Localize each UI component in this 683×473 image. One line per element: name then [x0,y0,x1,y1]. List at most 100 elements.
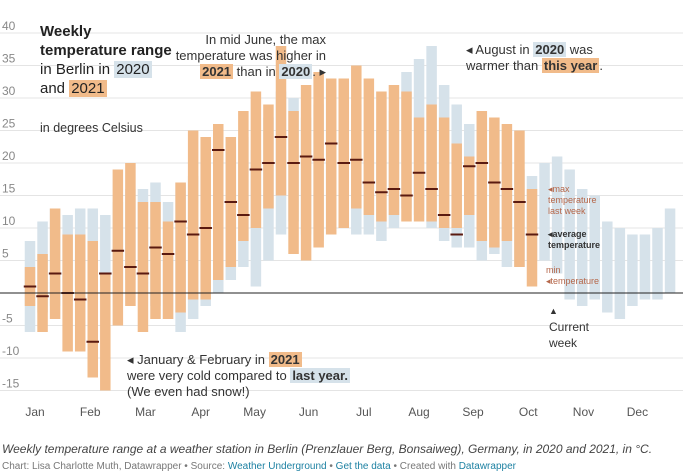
title-in-berlin: in Berlin [40,61,95,78]
y-tick-labels: 40 35 30 25 20 15 10 5 -5 -10 -15 [2,19,20,391]
annotation-august: ◂ August in 2020 was warmer than this ye… [466,42,626,74]
legend-avg-line1: ◂average [548,229,587,239]
legend-min-line1: min [546,265,561,275]
annotation-august-2020: 2020 [533,42,567,57]
source-link[interactable]: Weather Underground [227,461,327,472]
bar-2020 [564,169,575,300]
bar-2021 [87,241,98,378]
month-label: Apr [191,405,210,419]
month-label: Dec [627,405,648,419]
month-label: Mar [135,405,156,419]
y-tick-label: -5 [2,312,13,326]
annotation-june-line1: In mid June, the max [205,32,326,47]
bar-2021 [338,78,349,228]
bar-2021 [200,137,211,300]
current-week-arrow-icon: ▲ [549,306,558,316]
annotation-janfeb: ◂ January & February in 2021 were very c… [127,352,367,400]
y-tick-label: -10 [2,344,20,358]
bar-2021 [288,111,299,254]
y-tick-label: 30 [2,84,16,98]
bar-2020 [539,163,550,261]
bar-2021 [476,111,488,241]
footer-sep: • [329,461,333,472]
annotation-janfeb-line2: were very cold compared to [127,368,287,383]
bar-2021 [213,124,224,280]
footer-created: • Created with [393,461,456,472]
bar-2021 [438,117,450,228]
current-week-line2: week [549,336,578,350]
bar-2021 [112,169,124,326]
y-tick-label: -15 [2,377,20,391]
legend-max-line2: temperature [548,195,597,205]
bar-2021 [175,182,186,313]
annotation-august-warmer: warmer than [466,58,539,73]
month-label: May [243,405,266,419]
title-year-2021: 2021 [69,80,107,97]
bar-2021 [49,208,61,319]
bar-2020 [576,189,588,306]
legend-min-line2: ◂temperature [546,276,600,286]
chart-title: Weekly temperature range in Berlin in 20… [40,22,180,98]
month-label: Nov [573,405,594,419]
month-label: Feb [80,405,101,419]
bar-2021 [526,189,538,287]
bar-2020 [602,221,613,313]
month-label: Sep [462,405,484,419]
bar-2021 [426,104,437,222]
bar-2020 [652,228,663,300]
bar-2021 [501,124,513,241]
bar-2021 [162,221,174,319]
bar-2021 [187,130,199,300]
bar-2021 [363,78,375,215]
y-tick-label: 15 [2,182,16,196]
y-tick-label: 10 [2,214,16,228]
chart-caption: Weekly temperature range at a weather st… [2,442,653,456]
current-week-line1: Current [549,320,590,334]
annotation-janfeb-2021: 2021 [268,352,302,367]
month-label: Jun [299,405,318,419]
get-data-link[interactable]: Get the data [335,461,391,472]
bar-2021 [250,91,262,228]
annotation-june-arrow: . ▸ [312,64,326,79]
title-in: in [98,61,111,78]
annotation-june-2021: 2021 [200,64,234,79]
legend-avg-line2: temperature [548,240,601,250]
bar-2021 [238,111,249,241]
month-label: Aug [408,405,429,419]
annotation-august-dot: . [599,58,603,73]
title-bold: Weekly temperature range [40,23,172,59]
annotation-june-2020: 2020 [279,64,313,79]
bar-2021 [451,143,462,228]
annotation-janfeb-last-year: last year. [290,368,350,383]
legend-average: ◂average temperature [548,229,600,251]
annotation-june-line2: temperature was higher in [175,48,326,63]
bar-2021 [300,85,312,261]
bar-2021 [401,91,412,222]
legend-max-line3: last week [548,206,586,216]
bar-2021 [137,202,149,332]
bar-2021 [125,163,136,306]
datawrapper-link[interactable]: Datawrapper [458,461,516,472]
y-tick-label: 20 [2,149,16,163]
annotation-august-was: was [569,42,593,57]
bar-2021 [464,156,475,215]
bar-2020 [614,228,626,319]
annotation-august-this-year: this year [541,58,600,73]
annotation-janfeb-line3: (We even had snow!) [127,384,250,399]
average-markers-2021 [23,136,539,343]
month-label: Jul [356,405,371,419]
bar-2021 [325,78,337,235]
bar-2020 [627,234,638,306]
bar-2020 [100,215,111,287]
bar-2021 [275,46,287,196]
bar-2021 [388,85,400,215]
bar-2021 [514,130,525,267]
bar-2021 [100,273,111,391]
y-tick-label: 35 [2,52,16,66]
annotation-janfeb-line1: ◂ January & February in [127,352,266,367]
current-week-annotation: ▲ Current week [549,303,589,351]
legend-max-line1: ◂max [548,184,570,194]
bar-2020 [664,208,676,293]
title-year-2020: 2020 [114,61,152,78]
